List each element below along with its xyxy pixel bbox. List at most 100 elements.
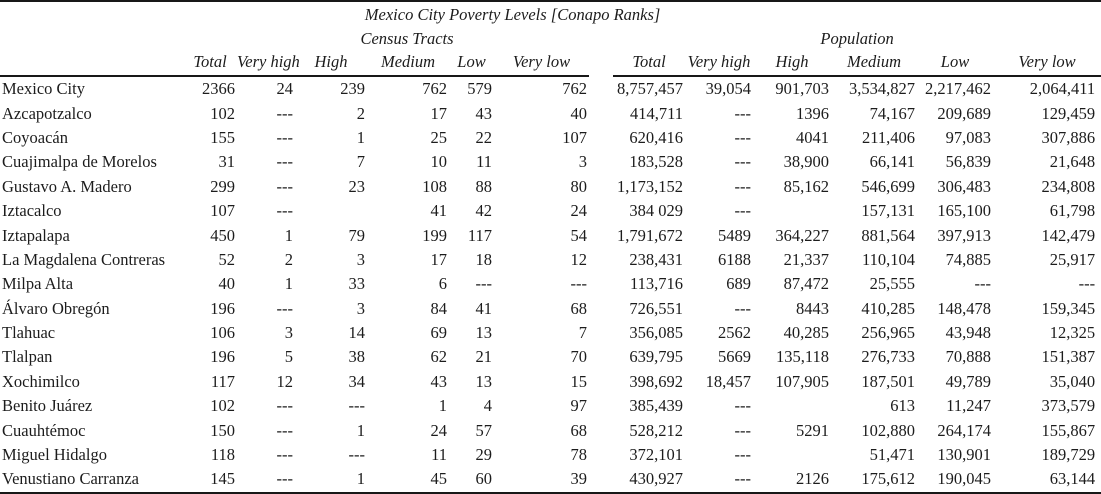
census-tracts-cell: 3 (284, 323, 293, 343)
population-cell: 155,867 (1041, 420, 1096, 440)
population-cell: 74,885 (945, 249, 991, 269)
table-row: Gustavo A. Madero 299 --- 23 108 88 80 1,173,15… (0, 175, 1101, 199)
population-cell: 234,808 (1041, 176, 1096, 196)
population-cell: --- (734, 298, 751, 318)
table-row: Azcapotzalco 102 --- 2 17 43 40 414,711 --- 1396 7… (0, 101, 1101, 125)
pop-header-very-high: Very high (685, 49, 753, 77)
population-cell: 546,699 (861, 176, 915, 196)
population-cell: 142,479 (1041, 225, 1096, 245)
row-label: Coyoacán (2, 127, 68, 147)
column-gap (589, 394, 613, 418)
census-tracts-cell: --- (570, 274, 587, 294)
census-tracts-cell: --- (276, 298, 293, 318)
census-tracts-cell: 299 (210, 176, 235, 196)
population-cell: 51,471 (869, 445, 915, 465)
population-cell: 613 (890, 396, 915, 416)
population-cell: 157,131 (861, 201, 915, 221)
census-tracts-cell: 2 (356, 103, 365, 123)
population-cell: 620,416 (629, 127, 683, 147)
row-label: Gustavo A. Madero (2, 176, 132, 196)
census-tracts-cell: 1 (438, 396, 447, 416)
population-cell: 38,900 (783, 152, 829, 172)
table-row: Álvaro Obregón 196 --- 3 84 41 68 726,551 --- 844… (0, 297, 1101, 321)
population-cell: 25,555 (869, 274, 915, 294)
pop-header-low: Low (917, 49, 993, 77)
row-label: Mexico City (2, 79, 85, 99)
row-label: Iztapalapa (2, 225, 70, 245)
census-tracts-cell: 150 (210, 420, 235, 440)
census-tracts-cell: 60 (475, 469, 493, 489)
census-tracts-cell: 43 (475, 103, 493, 123)
ct-header-very-low: Very low (494, 49, 589, 77)
group-header-population: Population (820, 28, 894, 48)
census-tracts-cell: 1 (356, 127, 365, 147)
table-row: Venustiano Carranza 145 --- 1 45 60 39 430,927-… (0, 467, 1101, 493)
table-title: Mexico City Poverty Levels [Conapo Ranks… (364, 5, 661, 24)
population-cell: 726,551 (629, 298, 683, 318)
population-cell: 639,795 (629, 347, 683, 367)
row-label: Tlahuac (2, 323, 56, 343)
population-cell: 901,703 (775, 79, 829, 99)
table-row: Iztacalco 107 --- 41 42 24 384 029 --- 157,131 16… (0, 199, 1101, 223)
column-gap (589, 223, 613, 247)
row-label: La Magdalena Contreras (2, 249, 166, 269)
census-tracts-cell: 38 (348, 347, 366, 367)
population-cell: --- (734, 469, 751, 489)
census-tracts-cell: 54 (570, 225, 588, 245)
ct-header-medium: Medium (367, 49, 449, 77)
census-tracts-cell: --- (276, 201, 293, 221)
census-tracts-cell: 3 (356, 298, 365, 318)
census-tracts-cell: 117 (467, 225, 492, 245)
population-cell: --- (734, 103, 751, 123)
census-tracts-cell: 7 (578, 323, 587, 343)
population-cell: --- (734, 420, 751, 440)
row-label: Venustiano Carranza (2, 469, 139, 489)
population-cell: 8443 (796, 298, 829, 318)
census-tracts-cell: 34 (348, 371, 366, 391)
census-tracts-cell: 15 (570, 371, 588, 391)
census-tracts-cell: 25 (430, 127, 448, 147)
column-header-row: Total Very high High Medium Low Very low… (0, 49, 1101, 77)
population-cell: 398,692 (629, 371, 683, 391)
population-cell: --- (734, 396, 751, 416)
census-tracts-cell: 24 (276, 79, 294, 99)
population-cell: 66,141 (869, 152, 915, 172)
table-row: Benito Juárez 102 --- --- 1 4 97 385,439 --- 613 1… (0, 394, 1101, 418)
population-cell: 56,839 (945, 152, 991, 172)
census-tracts-cell: 62 (430, 347, 448, 367)
population-cell: --- (734, 127, 751, 147)
population-cell: 61,798 (1049, 201, 1096, 221)
census-tracts-cell: 43 (430, 371, 448, 391)
table-row: Xochimilco 117 12 34 43 13 15 398,692 18,457 107,… (0, 370, 1101, 394)
table-row: Cuajimalpa de Morelos 31 --- 7 10 11 3 183,528 -… (0, 150, 1101, 174)
population-cell: 414,711 (629, 103, 683, 123)
census-tracts-cell: 4 (483, 396, 492, 416)
census-tracts-cell: 17 (430, 249, 448, 269)
census-tracts-cell: 68 (570, 298, 588, 318)
census-tracts-cell: 107 (562, 127, 587, 147)
census-tracts-cell: 45 (430, 469, 448, 489)
population-cell: 364,227 (775, 225, 829, 245)
census-tracts-cell: 199 (422, 225, 447, 245)
census-tracts-cell: 1 (356, 469, 365, 489)
column-gap (589, 199, 613, 223)
population-cell: 238,431 (629, 249, 683, 269)
ct-header-low: Low (449, 49, 494, 77)
census-tracts-cell: 52 (218, 249, 236, 269)
population-cell: 8,757,457 (617, 79, 683, 99)
census-tracts-cell: 102 (210, 396, 235, 416)
population-cell: 151,387 (1041, 347, 1096, 367)
population-cell: 11,247 (946, 396, 991, 416)
census-tracts-cell: 155 (210, 127, 235, 147)
population-cell: 113,716 (629, 274, 683, 294)
census-tracts-cell: 1 (284, 274, 293, 294)
population-cell: 397,913 (937, 225, 991, 245)
population-cell: --- (974, 274, 991, 294)
population-cell: 528,212 (629, 420, 683, 440)
population-cell: 5669 (718, 347, 751, 367)
census-tracts-cell: 145 (210, 469, 235, 489)
column-gap (589, 175, 613, 199)
census-tracts-cell: 24 (430, 420, 448, 440)
population-cell: 63,144 (1049, 469, 1096, 489)
population-cell: 5489 (718, 225, 751, 245)
